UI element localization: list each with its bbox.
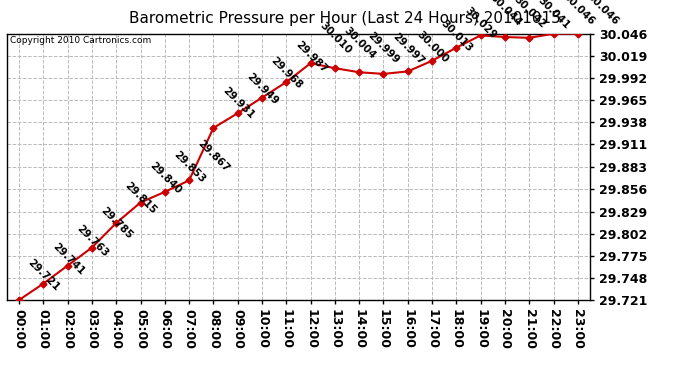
Text: 30.046: 30.046 bbox=[584, 0, 620, 27]
Text: 30.041: 30.041 bbox=[536, 0, 572, 31]
Text: Barometric Pressure per Hour (Last 24 Hours) 20101015: Barometric Pressure per Hour (Last 24 Ho… bbox=[129, 11, 561, 26]
Text: 29.999: 29.999 bbox=[366, 30, 402, 65]
Text: 29.867: 29.867 bbox=[196, 138, 232, 174]
Text: 30.004: 30.004 bbox=[342, 26, 377, 61]
Text: 30.046: 30.046 bbox=[560, 0, 596, 27]
Text: 30.042: 30.042 bbox=[512, 0, 547, 30]
Text: 29.741: 29.741 bbox=[50, 241, 86, 277]
Text: 29.931: 29.931 bbox=[220, 86, 256, 121]
Text: 29.840: 29.840 bbox=[148, 160, 183, 196]
Text: 29.785: 29.785 bbox=[99, 205, 135, 241]
Text: 30.044: 30.044 bbox=[488, 0, 523, 28]
Text: 30.000: 30.000 bbox=[415, 29, 450, 64]
Text: 29.721: 29.721 bbox=[26, 258, 61, 293]
Text: 29.997: 29.997 bbox=[391, 32, 426, 67]
Text: 29.763: 29.763 bbox=[75, 223, 110, 259]
Text: 29.949: 29.949 bbox=[245, 71, 280, 106]
Text: 29.815: 29.815 bbox=[124, 181, 159, 216]
Text: 29.987: 29.987 bbox=[293, 40, 328, 75]
Text: 30.013: 30.013 bbox=[439, 18, 475, 54]
Text: 29.968: 29.968 bbox=[269, 56, 304, 91]
Text: Copyright 2010 Cartronics.com: Copyright 2010 Cartronics.com bbox=[10, 36, 151, 45]
Text: 30.010: 30.010 bbox=[317, 21, 353, 56]
Text: 30.029: 30.029 bbox=[463, 5, 499, 41]
Text: 29.853: 29.853 bbox=[172, 150, 207, 185]
